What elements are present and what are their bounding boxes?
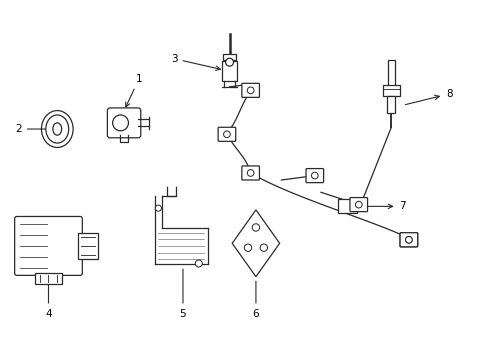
Circle shape [260,244,267,251]
Bar [35,273,61,284]
Circle shape [355,201,362,208]
Text: 6: 6 [252,281,259,319]
FancyBboxPatch shape [15,216,82,275]
Ellipse shape [41,111,73,148]
Circle shape [405,237,411,243]
Circle shape [252,224,259,231]
Text: 5: 5 [179,269,186,319]
FancyBboxPatch shape [305,168,323,183]
Text: 3: 3 [170,54,220,71]
Circle shape [195,260,202,267]
Circle shape [112,115,128,131]
FancyBboxPatch shape [349,198,367,212]
FancyBboxPatch shape [242,166,259,180]
FancyBboxPatch shape [107,108,141,138]
Circle shape [225,58,233,66]
Circle shape [155,205,161,211]
Text: 4: 4 [45,278,52,319]
Circle shape [247,87,253,94]
Text: 7: 7 [349,201,405,211]
Bar [386,96,394,113]
FancyBboxPatch shape [242,83,259,97]
Ellipse shape [53,123,61,135]
FancyBboxPatch shape [399,233,417,247]
Bar [223,54,236,60]
Bar [221,61,237,81]
Circle shape [244,244,251,251]
Circle shape [405,237,411,243]
Bar [387,60,394,87]
Bar [382,85,399,96]
Polygon shape [232,210,279,277]
Bar [78,233,98,259]
Circle shape [311,172,318,179]
FancyBboxPatch shape [218,127,235,141]
FancyBboxPatch shape [399,233,417,247]
Circle shape [223,131,230,138]
Bar [337,199,356,213]
Ellipse shape [46,115,68,143]
Circle shape [247,170,253,176]
Text: 2: 2 [15,124,53,134]
Text: 1: 1 [125,74,142,107]
Text: 8: 8 [405,89,452,105]
